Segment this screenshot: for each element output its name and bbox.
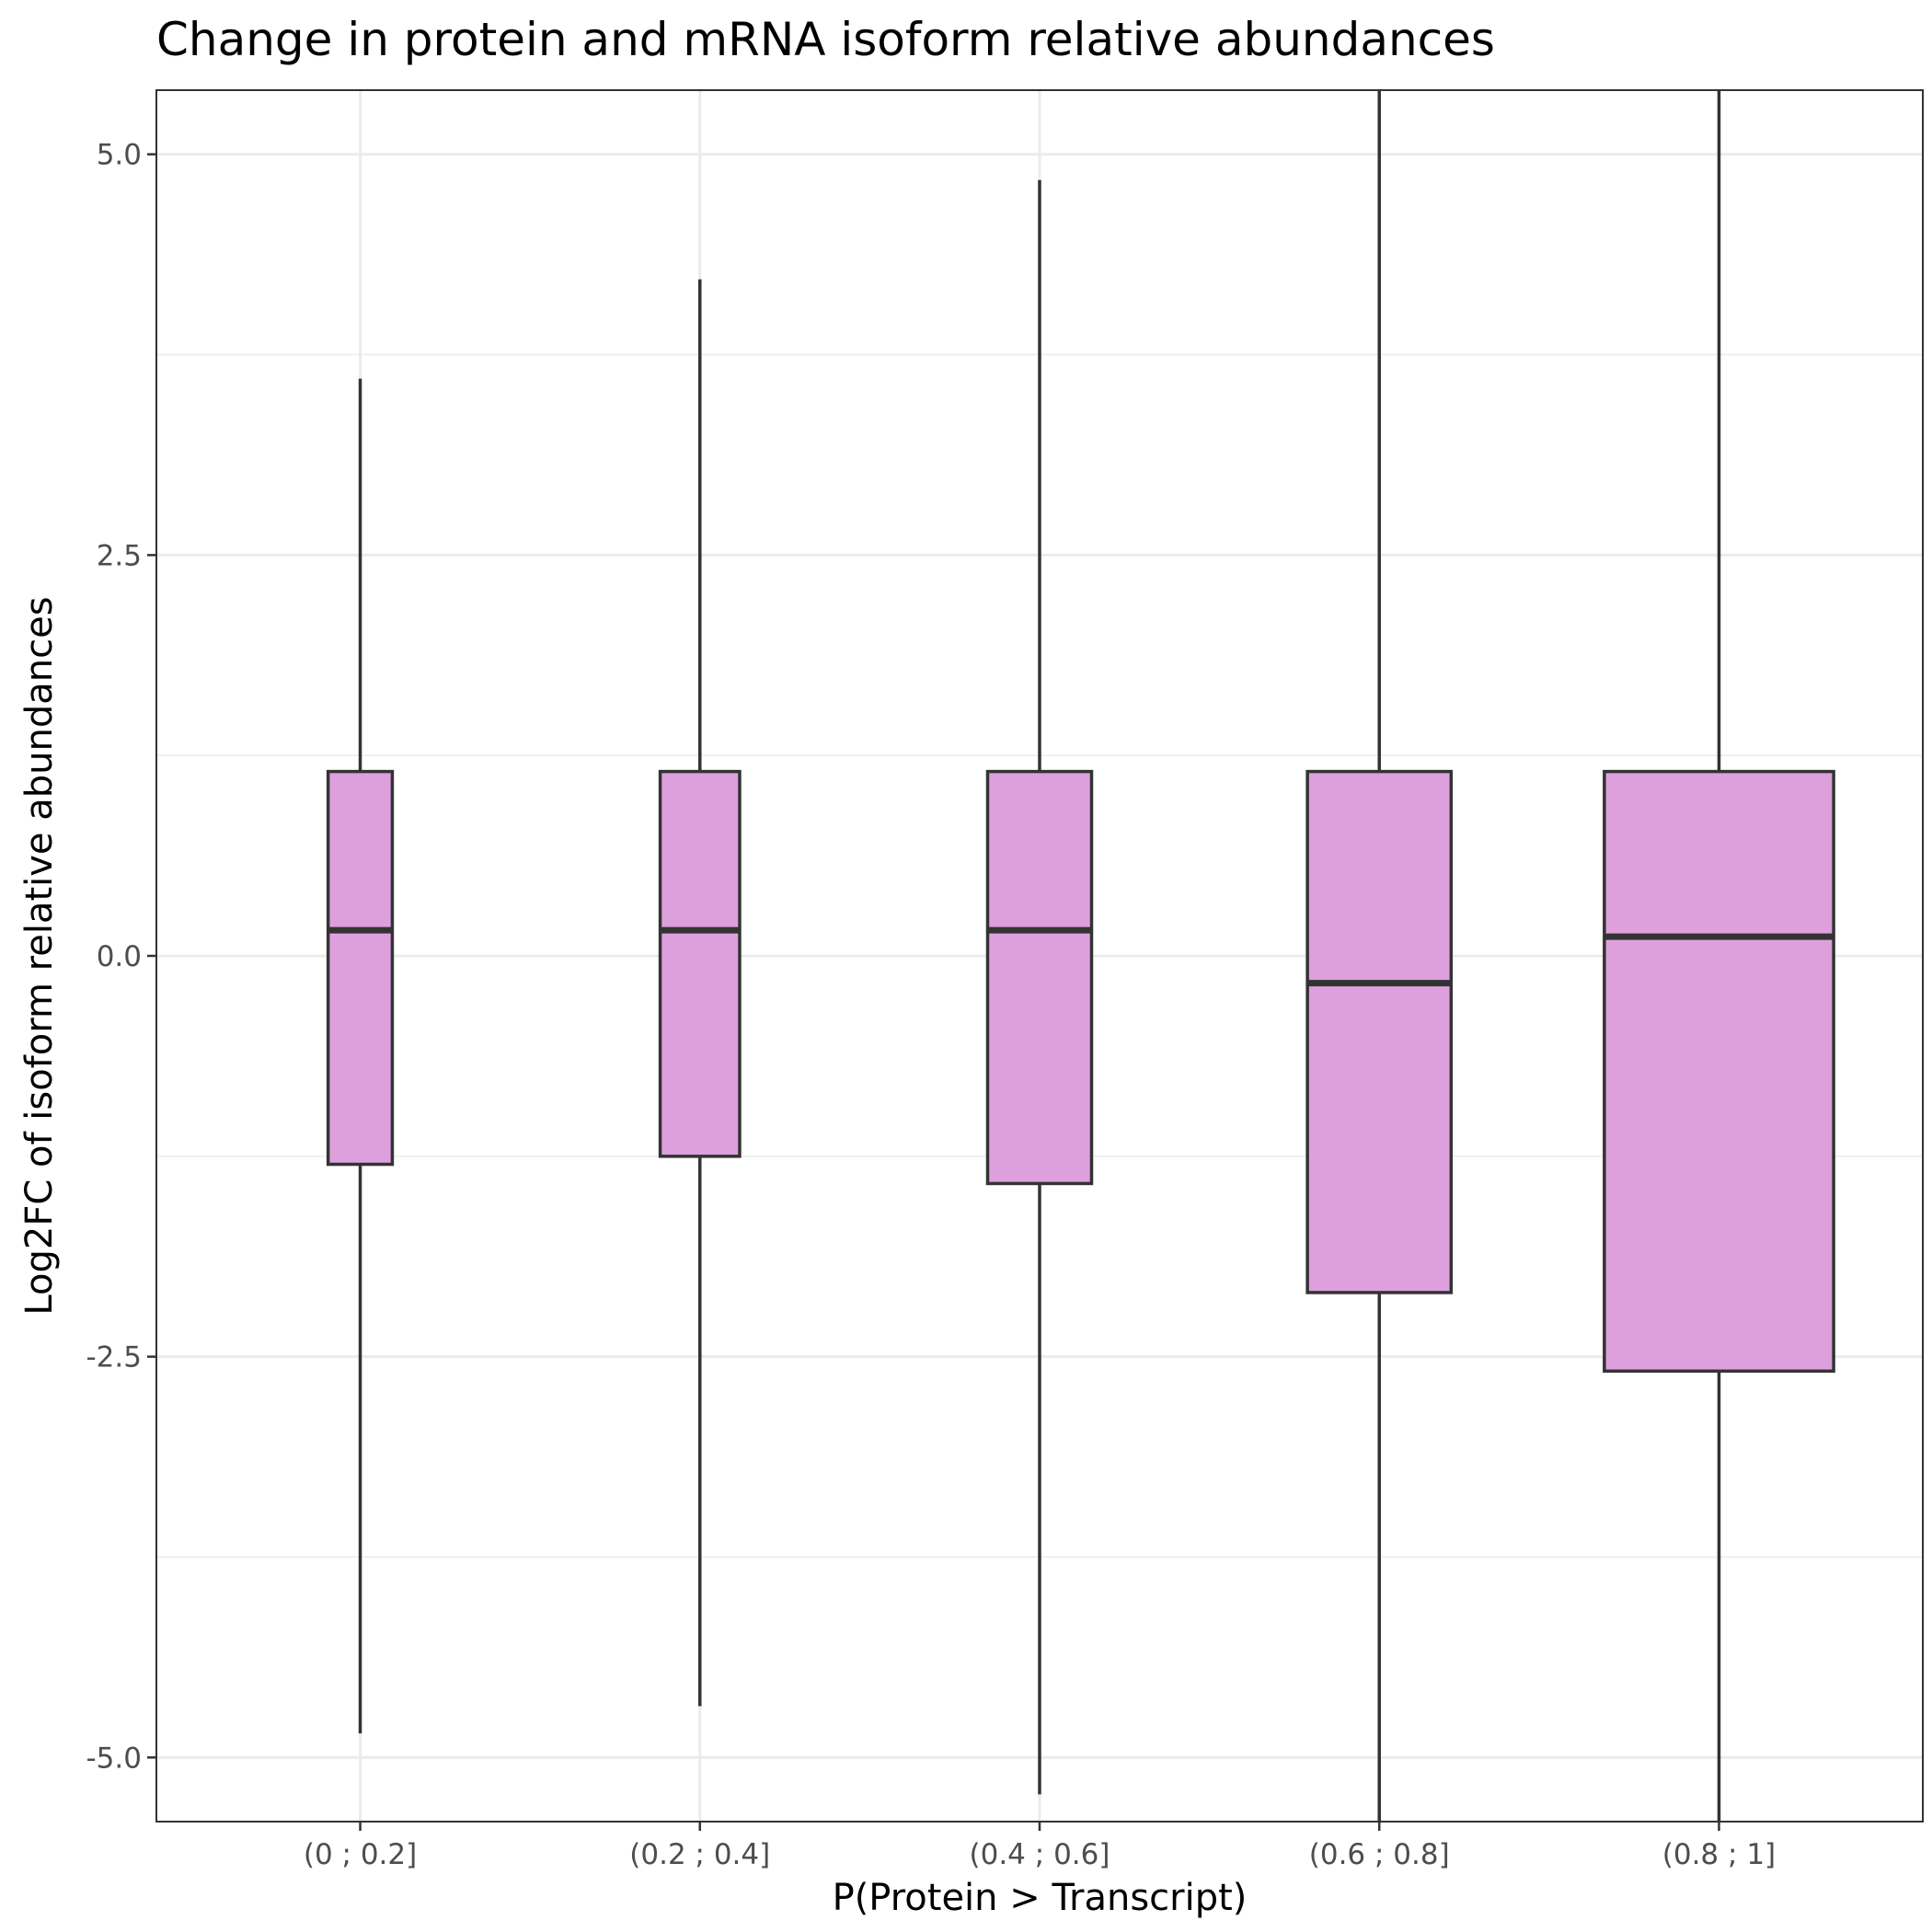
chart-title: Change in protein and mRNA isoform relat…: [156, 13, 1495, 66]
y-tick-label: -5.0: [86, 1742, 143, 1775]
box-series: [326, 90, 1835, 1822]
box-4: [1305, 90, 1454, 1822]
x-axis: (0 ; 0.2] (0.2 ; 0.4] (0.4 ; 0.6] (0.6 ; 0.…: [304, 1822, 1776, 1871]
interquartile-box: [326, 769, 395, 1167]
x-tick-label: (0 ; 0.2]: [304, 1838, 417, 1871]
x-tick-label: (0.2 ; 0.4]: [629, 1838, 770, 1871]
box-2: [658, 279, 742, 1707]
interquartile-box: [985, 769, 1094, 1186]
x-tick-label: (0.8 ; 1]: [1662, 1838, 1776, 1871]
y-axis-title: Log2FC of isoform relative abundances: [18, 596, 61, 1315]
y-tick-label: 0.0: [97, 940, 142, 973]
box-5: [1603, 90, 1835, 1822]
interquartile-box: [658, 769, 742, 1158]
x-tick-label: (0.6 ; 0.8]: [1309, 1838, 1450, 1871]
box-1: [326, 378, 395, 1734]
y-tick-label: 5.0: [97, 139, 142, 172]
box-3: [985, 179, 1094, 1795]
interquartile-box: [1603, 769, 1835, 1374]
interquartile-box: [1305, 769, 1454, 1294]
y-axis: -5.0 -2.5 0.0 2.5 5.0: [86, 139, 156, 1775]
y-tick-label: -2.5: [86, 1341, 143, 1374]
y-tick-label: 2.5: [97, 539, 142, 572]
x-tick-label: (0.4 ; 0.6]: [970, 1838, 1110, 1871]
x-axis-title: P(Protein > Transcript): [833, 1877, 1248, 1919]
